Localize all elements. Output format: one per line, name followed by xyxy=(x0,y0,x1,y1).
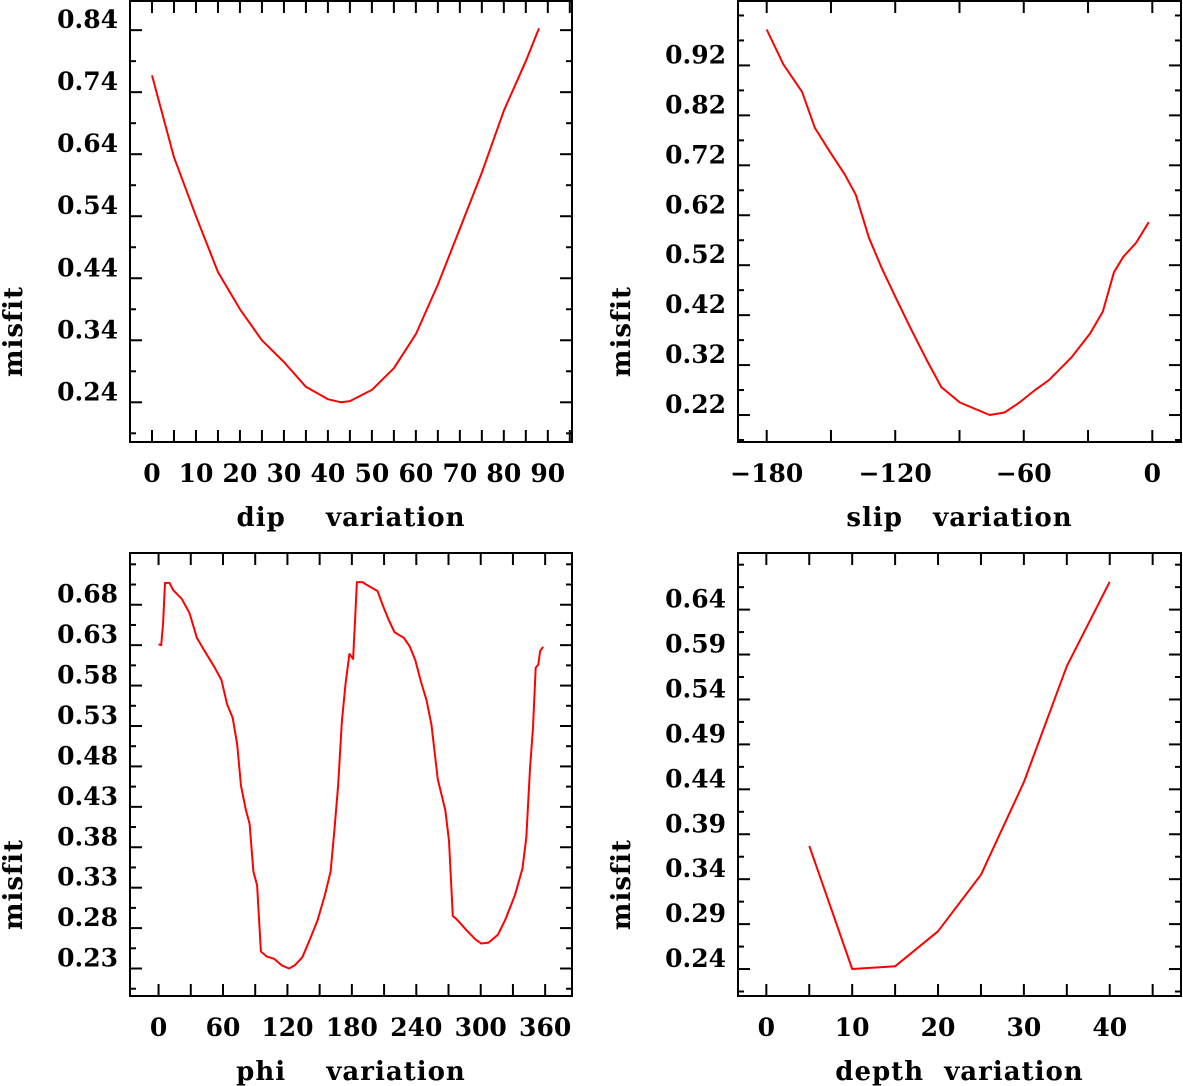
y-tick-label: 0.58 xyxy=(57,661,118,690)
y-tick-label: 0.24 xyxy=(57,377,118,406)
x-tick-label: 180 xyxy=(326,1013,378,1042)
x-tick-label: −120 xyxy=(859,459,932,488)
x-tick-label: −60 xyxy=(996,459,1052,488)
x-tick-label: 30 xyxy=(1006,1013,1041,1042)
y-tick-label: 0.92 xyxy=(665,40,726,69)
x-axis-title: dip variation xyxy=(237,503,466,533)
y-tick-label: 0.44 xyxy=(665,764,726,793)
x-tick-label: 10 xyxy=(179,459,214,488)
y-tick-label: 0.22 xyxy=(665,390,726,419)
y-tick-label: 0.34 xyxy=(57,315,118,344)
x-tick-label: 300 xyxy=(455,1013,507,1042)
misfit-line-slip xyxy=(765,29,1150,416)
y-tick-label: 0.49 xyxy=(665,719,726,748)
x-tick-label: 0 xyxy=(150,1013,167,1042)
y-axis-title: misfit xyxy=(607,286,637,377)
y-tick-label: 0.63 xyxy=(57,620,118,649)
x-tick-label: 60 xyxy=(398,459,433,488)
y-tick-label: 0.44 xyxy=(57,253,118,282)
x-tick-label: 0 xyxy=(758,1013,775,1042)
y-tick-label: 0.24 xyxy=(665,944,726,973)
misfit-line-dip xyxy=(151,27,540,404)
y-tick-label: 0.29 xyxy=(665,899,726,928)
y-tick-label: 0.42 xyxy=(665,290,726,319)
x-tick-label: 20 xyxy=(921,1013,956,1042)
y-tick-label: 0.32 xyxy=(665,340,726,369)
y-tick-label: 0.74 xyxy=(57,67,118,96)
y-axis-title: misfit xyxy=(0,286,29,377)
x-axis-title: slip variation xyxy=(846,503,1072,533)
y-tick-label: 0.53 xyxy=(57,701,118,730)
y-tick-label: 0.28 xyxy=(57,903,118,932)
y-tick-label: 0.68 xyxy=(57,580,118,609)
y-tick-label: 0.52 xyxy=(665,240,726,269)
y-tick-label: 0.54 xyxy=(665,674,726,703)
y-tick-label: 0.84 xyxy=(57,5,118,34)
y-tick-label: 0.72 xyxy=(665,140,726,169)
x-tick-label: 240 xyxy=(390,1013,442,1042)
x-tick-label: 30 xyxy=(267,459,302,488)
y-tick-label: 0.39 xyxy=(665,809,726,838)
y-tick-label: 0.38 xyxy=(57,822,118,851)
x-tick-label: 40 xyxy=(1092,1013,1127,1042)
panel-dip: 0.24 0.34 0.44 0.54 0.64 0.74 0.84 0 10 20 30 40 50 6… xyxy=(0,0,573,533)
x-tick-label: −180 xyxy=(730,459,803,488)
x-tick-label: 80 xyxy=(486,459,521,488)
y-tick-label: 0.48 xyxy=(57,741,118,770)
x-tick-label: 70 xyxy=(442,459,477,488)
y-tick-label: 0.34 xyxy=(665,854,726,883)
x-tick-label: 40 xyxy=(311,459,346,488)
plot-frame xyxy=(129,0,573,443)
panel-phi: 0.23 0.28 0.33 0.38 0.43 0.48 0.53 0.58 0.63 0.68… xyxy=(0,552,573,1086)
plot-frame xyxy=(129,552,573,997)
y-tick-label: 0.23 xyxy=(57,944,118,973)
panel-depth: 0.24 0.29 0.34 0.39 0.44 0.49 0.54 0.59 0.64 0 10 2… xyxy=(607,552,1182,1086)
x-tick-label: 60 xyxy=(206,1013,241,1042)
y-tick-label: 0.82 xyxy=(665,90,726,119)
x-axis-title: phi variation xyxy=(236,1057,466,1086)
x-tick-label: 10 xyxy=(835,1013,870,1042)
y-tick-label: 0.64 xyxy=(57,129,118,158)
x-tick-label: 360 xyxy=(519,1013,571,1042)
y-tick-label: 0.59 xyxy=(665,630,726,659)
plot-frame xyxy=(737,0,1182,443)
y-tick-label: 0.33 xyxy=(57,863,118,892)
x-tick-label: 20 xyxy=(223,459,258,488)
plot-frame xyxy=(737,552,1182,997)
y-axis-title: misfit xyxy=(0,839,29,930)
panel-slip: 0.22 0.32 0.42 0.52 0.62 0.72 0.82 0.92 −180 −120… xyxy=(607,0,1182,533)
x-tick-label: 90 xyxy=(530,459,565,488)
y-tick-label: 0.62 xyxy=(665,190,726,219)
misfit-line-phi xyxy=(158,581,545,970)
x-tick-label: 50 xyxy=(354,459,389,488)
y-tick-label: 0.43 xyxy=(57,782,118,811)
y-axis-title: misfit xyxy=(607,839,637,930)
y-tick-label: 0.54 xyxy=(57,191,118,220)
x-axis-title: depth variation xyxy=(835,1057,1083,1086)
x-tick-label: 0 xyxy=(1144,459,1161,488)
misfit-line-depth xyxy=(808,581,1111,970)
y-tick-label: 0.64 xyxy=(665,585,726,614)
x-tick-label: 120 xyxy=(261,1013,313,1042)
x-tick-label: 0 xyxy=(143,459,160,488)
